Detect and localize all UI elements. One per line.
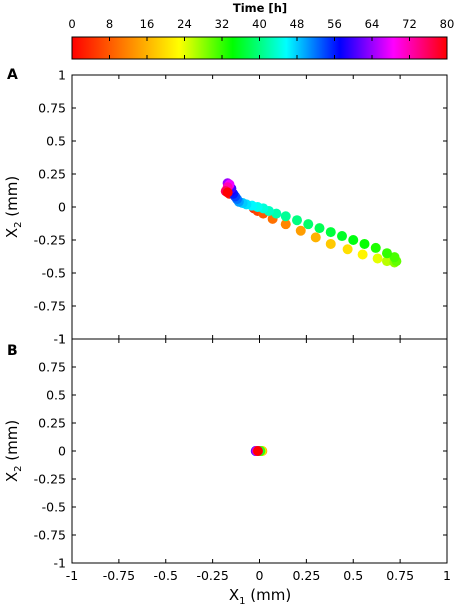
colorbar-tick-label: 16	[140, 17, 155, 31]
x-tick-label: 1	[443, 568, 451, 583]
y-axis-label: X2 (mm)	[3, 420, 24, 482]
x-tick-label: -0.5	[154, 568, 178, 583]
x-tick-label: -1	[66, 568, 78, 583]
data-point	[292, 215, 302, 226]
y-tick-label: -0.75	[34, 299, 66, 314]
scatter-panel-b: 10.750.50.250-0.25-0.5-0.75-1-1 -0.75 -0.5…	[3, 332, 451, 584]
y-tick-label: -1	[54, 556, 66, 571]
data-point	[303, 219, 314, 230]
y-tick-label: 1	[58, 68, 66, 83]
x-tick-label: 0.25	[292, 568, 320, 583]
data-point	[325, 227, 336, 238]
y-tick-label: 0.25	[38, 167, 66, 182]
data-point	[280, 211, 291, 222]
colorbar-tick-label: 0	[68, 17, 75, 31]
y-tick-label: -0.75	[34, 528, 66, 543]
data-point	[357, 249, 368, 260]
panel-label-a: A	[7, 67, 18, 83]
data-point	[280, 219, 291, 230]
data-point	[337, 231, 347, 242]
data-point	[389, 252, 400, 263]
y-tick-label: -1	[54, 332, 66, 347]
y-tick-label: -0.25	[34, 233, 66, 248]
colorbar-tick-label: 24	[177, 17, 192, 31]
data-point	[359, 238, 370, 249]
data-point	[314, 223, 325, 234]
data-point	[325, 238, 336, 249]
y-tick-label: 0.5	[46, 388, 66, 403]
data-point	[348, 235, 359, 245]
colorbar-tick-label: 80	[440, 17, 455, 31]
y-tick-label: 1	[58, 332, 66, 347]
panel-label-b: B	[7, 343, 18, 359]
data-point	[372, 253, 383, 264]
colorbar-title: Time [h]	[233, 1, 287, 15]
y-tick-label: -0.5	[42, 500, 66, 515]
data-point	[253, 446, 263, 456]
x-tick-label: 0	[256, 568, 264, 583]
data-point	[342, 244, 353, 255]
y-tick-label: 0	[58, 200, 66, 215]
colorbar-tick-label: 40	[252, 17, 267, 31]
colorbar-tick-label: 8	[106, 17, 113, 31]
x-tick-label: 0.75	[386, 568, 414, 583]
y-tick-label: 0.75	[38, 360, 66, 375]
y-tick-label: -0.25	[34, 472, 66, 487]
y-tick-label: 0.75	[38, 101, 66, 116]
data-point	[271, 208, 282, 219]
x-tick-label: -0.25	[196, 568, 228, 583]
y-tick-label: -0.5	[42, 266, 66, 281]
y-tick-label: 0.5	[46, 134, 66, 149]
y-tick-label: 0.25	[38, 416, 66, 431]
data-point	[382, 256, 392, 267]
x-tick-label: 0.5	[343, 568, 363, 583]
scatter-panel-a: 1 0.75 0.5 0.25 0 -0.25 -0.5 -0.75 -1 X2 (mm)	[3, 68, 448, 347]
colorbar-tick-label: 48	[290, 17, 305, 31]
colorbar-tick-label: 64	[365, 17, 380, 31]
colorbar: Time [h] 0 8 16 24 32 40 48 56 64 72 80	[68, 1, 455, 60]
data-point	[222, 187, 233, 198]
data-point	[295, 225, 306, 236]
x-axis-label: X1 (mm)	[229, 586, 291, 607]
x-tick-label: -0.75	[103, 568, 135, 583]
colorbar-tick-label: 56	[327, 17, 342, 31]
y-axis-label: X2 (mm)	[3, 176, 24, 238]
colorbar-tick-label: 72	[402, 17, 417, 31]
data-point	[382, 248, 392, 259]
data-point	[310, 232, 321, 243]
data-point	[370, 242, 381, 253]
colorbar-tick-label: 32	[215, 17, 230, 31]
y-tick-label: 0	[58, 444, 66, 459]
